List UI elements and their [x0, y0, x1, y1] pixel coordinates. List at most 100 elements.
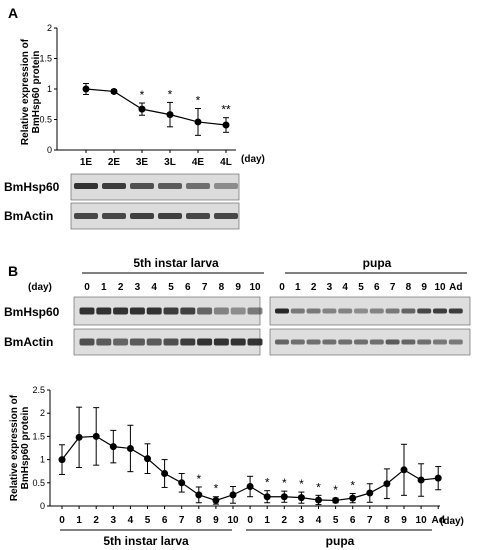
blot-band	[186, 183, 210, 189]
chart-b-data-point	[434, 474, 442, 482]
blot-band	[213, 307, 229, 315]
chart-b-data-point	[332, 496, 340, 504]
blot-band	[247, 307, 263, 315]
chart-b-x-tick-label: 4	[128, 515, 134, 526]
chart-b-data-point	[92, 432, 100, 440]
chart-a-y-tick-label: 0.5	[39, 115, 52, 125]
blot-day-label-larva: 1	[101, 282, 107, 293]
chart-b-data-point	[366, 489, 374, 497]
chart-b-data-point	[212, 496, 220, 504]
chart-b-data-point	[417, 476, 425, 484]
blot-band	[79, 338, 95, 346]
chart-b-data-point	[161, 470, 169, 478]
chart-b-data-point	[195, 491, 203, 499]
panel-a-blot-label-actin: BmActin	[4, 209, 53, 223]
blot-band	[197, 307, 213, 315]
chart-b-x-tick-label: 4	[316, 515, 322, 526]
chart-a-data-point	[110, 87, 118, 95]
chart-a-y-tick-label: 1.5	[39, 54, 52, 64]
chart-b-significance-mark: *	[265, 476, 270, 490]
blot-band	[369, 339, 384, 345]
blot-band	[306, 308, 321, 314]
blot-band	[186, 213, 210, 219]
panel-b-day-label: (day)	[28, 282, 52, 293]
panel-b-blot-hsp60-larva	[73, 296, 263, 326]
chart-a-y-tick-label: 2	[47, 23, 52, 33]
panel-b-bottom-group-larva: 5th instar larva	[103, 534, 189, 548]
blot-band	[96, 338, 112, 346]
panel-b-ylabel: Relative expression of BmHsp60 protein	[9, 394, 31, 501]
blot-band	[290, 339, 305, 345]
chart-b-x-tick-label: 7	[367, 515, 373, 526]
blot-day-label-pupa: 7	[390, 282, 396, 293]
panel-b-ylabel-line1: Relative expression of	[9, 394, 20, 501]
blot-band	[146, 338, 162, 346]
chart-b-x-tick-label: 2	[93, 515, 99, 526]
blot-band	[113, 338, 129, 346]
blot-band	[275, 339, 289, 345]
blot-band	[401, 308, 416, 314]
chart-a-data-point	[222, 121, 230, 129]
panel-a-ylabel-line1: Relative expression of	[20, 38, 31, 145]
chart-b-data-point	[144, 455, 151, 463]
chart-b-x-tick-label: 3	[299, 515, 305, 526]
chart-b-significance-mark: *	[350, 478, 355, 492]
panel-a-blot-actin	[70, 202, 240, 230]
chart-b-y-tick-label: 0.5	[32, 478, 45, 488]
blot-band	[113, 307, 129, 315]
chart-b-significance-mark: *	[299, 477, 304, 491]
blot-day-label-pupa: 5	[358, 282, 364, 293]
panel-a-ylabel-line2: BmHsp60 protein	[31, 51, 42, 134]
blot-band	[247, 338, 263, 346]
blot-band	[401, 339, 416, 345]
chart-a-x-tick-label: 1E	[80, 157, 93, 168]
blot-day-label-pupa: 9	[421, 282, 427, 293]
chart-a-data-point	[194, 118, 202, 126]
chart-b-significance-mark: *	[333, 483, 338, 497]
chart-b-x-tick-label: 1	[264, 515, 270, 526]
chart-b-x-tick-label: 8	[384, 515, 390, 526]
chart-a-data-point	[82, 85, 90, 93]
blot-band	[96, 307, 112, 315]
blot-day-label-pupa: 4	[342, 282, 348, 293]
chart-b-data-point	[263, 493, 271, 501]
chart-b-x-tick-label: 8	[196, 515, 202, 526]
chart-b-x-tick-label: 1	[76, 515, 82, 526]
blot-band	[79, 307, 95, 315]
chart-b-y-tick-label: 0	[40, 501, 45, 511]
chart-b-data-point	[297, 494, 305, 502]
blot-band	[230, 338, 246, 346]
panel-a-letter: A	[8, 5, 18, 21]
panel-b-blot-days-larva: 0 1 2 3 4 5 6 7 8 9 10	[84, 282, 261, 293]
blot-day-label-pupa: 2	[311, 282, 317, 293]
chart-b-x-tick-label: 0	[59, 515, 65, 526]
blot-day-label-pupa: Ad	[449, 282, 462, 293]
chart-a-y-tick-label: 0	[47, 145, 52, 155]
blot-band	[354, 339, 368, 345]
blot-day-label-larva: 3	[135, 282, 141, 293]
blot-band	[129, 338, 145, 346]
chart-b-x-tick-label: 5	[333, 515, 339, 526]
panel-a-unit: (day)	[241, 154, 265, 165]
panel-b-blot-actin-pupa	[269, 328, 471, 356]
blot-day-label-larva: 9	[235, 282, 241, 293]
chart-a-x-tick-label: 2E	[108, 157, 121, 168]
chart-b-significance-mark: *	[214, 482, 219, 496]
chart-a-series-line	[85, 88, 227, 126]
blot-day-label-larva: 8	[219, 282, 225, 293]
blot-band	[163, 338, 179, 346]
blot-band	[230, 307, 246, 315]
chart-b-data-point	[349, 494, 357, 502]
panel-a-blot-hsp60	[70, 173, 240, 201]
blot-day-label-larva: 7	[202, 282, 208, 293]
blot-band	[197, 338, 213, 346]
chart-b-y-tick-label: 2.5	[32, 385, 45, 395]
chart-b-data-point	[178, 479, 186, 487]
blot-band	[214, 183, 238, 189]
panel-b-top-group-pupa: pupa	[363, 256, 392, 270]
blot-band	[448, 308, 463, 314]
panel-b-unit: (day)	[440, 516, 464, 527]
chart-b-x-tick-label: 0	[247, 515, 253, 526]
chart-a-x-tick-label: 4E	[192, 157, 205, 168]
